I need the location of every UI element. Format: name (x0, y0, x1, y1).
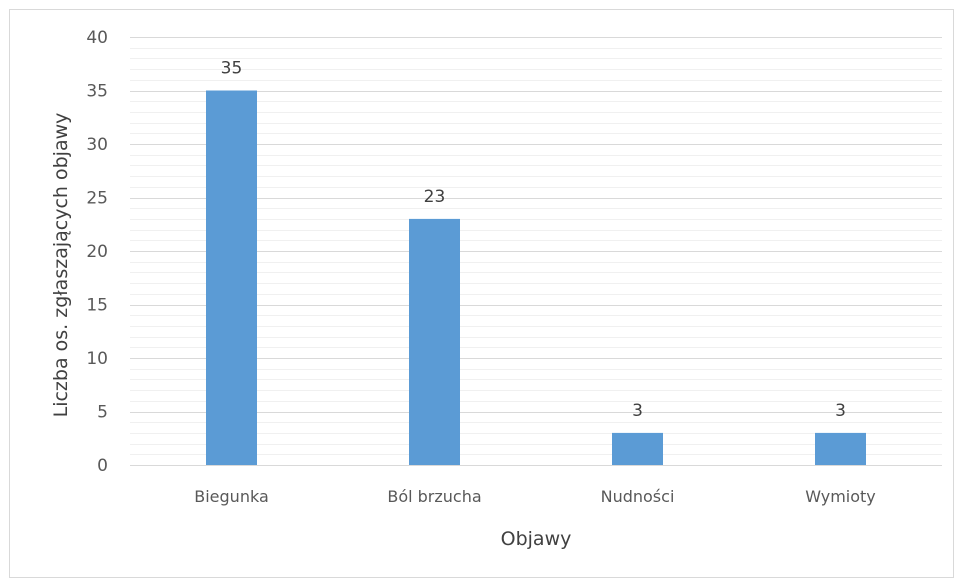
data-label: 3 (835, 401, 846, 421)
y-tick-label: 15 (86, 296, 108, 316)
y-tick-label: 35 (86, 82, 108, 102)
y-tick-label: 20 (86, 242, 108, 262)
x-axis-title: Objawy (501, 528, 572, 550)
bar (815, 432, 866, 465)
labels: 0 5 10 15 20 25 30 35 40 35 Biegunka 23 Ból brzucha 3… (86, 28, 875, 506)
y-tick-label: 40 (86, 28, 108, 48)
x-tick-label: Wymioty (805, 487, 876, 506)
bar (206, 90, 257, 465)
y-tick-label: 10 (86, 349, 108, 369)
data-label: 23 (424, 187, 446, 207)
y-tick-label: 25 (86, 189, 108, 209)
data-label: 35 (221, 59, 243, 79)
y-tick-label: 30 (86, 135, 108, 155)
y-tick-label: 0 (97, 456, 108, 476)
bars (206, 90, 866, 465)
gridlines (130, 37, 942, 466)
data-label: 3 (632, 401, 643, 421)
bar (612, 432, 663, 465)
y-tick-label: 5 (97, 403, 108, 423)
x-tick-label: Nudności (601, 487, 675, 506)
x-tick-label: Biegunka (194, 487, 269, 506)
x-tick-label: Ból brzucha (387, 487, 481, 506)
y-axis-title: Liczba os. zgłaszających objawy (50, 113, 72, 418)
chart-frame (9, 9, 954, 578)
bar (409, 218, 460, 465)
